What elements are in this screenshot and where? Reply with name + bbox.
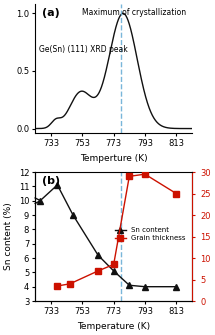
- Text: (a): (a): [42, 8, 60, 18]
- Legend: Sn content, Grain thickness: Sn content, Grain thickness: [112, 224, 188, 244]
- Y-axis label: Sn content (%): Sn content (%): [4, 203, 13, 270]
- Text: Maximum of crystallization: Maximum of crystallization: [82, 8, 187, 17]
- X-axis label: Temperture (K): Temperture (K): [80, 154, 147, 163]
- Text: Ge(Sn) (111) XRD peak: Ge(Sn) (111) XRD peak: [39, 46, 127, 55]
- X-axis label: Temperature (K): Temperature (K): [77, 322, 150, 331]
- Text: (b): (b): [42, 176, 60, 186]
